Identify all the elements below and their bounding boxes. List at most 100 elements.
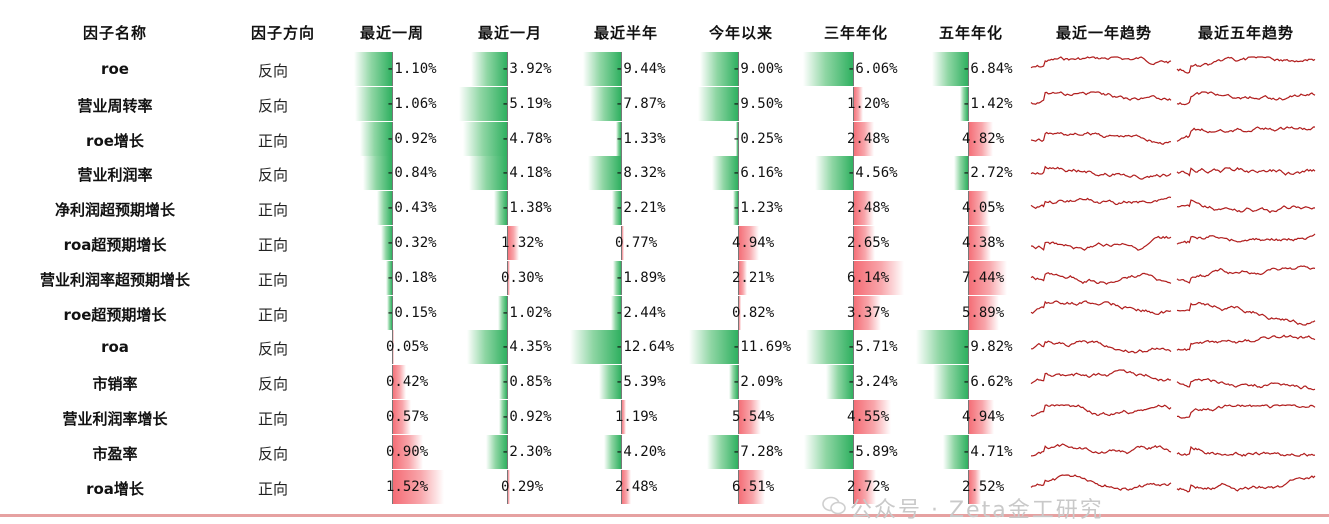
value-label: -4.56%: [847, 165, 898, 182]
value-label: -0.92%: [386, 130, 437, 147]
value-label: -1.10%: [386, 61, 437, 77]
value-bar: [362, 156, 392, 191]
zero-axis: [621, 400, 622, 434]
value-bar: [583, 52, 621, 86]
zero-axis: [968, 260, 969, 295]
value-label: 1.20%: [847, 95, 890, 112]
value-label: 2.48%: [847, 200, 890, 217]
trend-1y-sparkline: [1030, 91, 1172, 105]
value-bar: [712, 156, 738, 191]
zero-axis: [392, 226, 393, 260]
value-label: 0.29%: [501, 478, 544, 495]
value-label: 4.94%: [732, 235, 775, 251]
zero-axis: [738, 400, 739, 434]
zero-axis: [392, 52, 393, 86]
factor-direction: 反向: [257, 340, 288, 359]
trend-1y-sparkline: [1030, 299, 1172, 315]
value-bar: [494, 191, 507, 226]
zero-axis: [507, 469, 508, 504]
zero-axis: [392, 330, 393, 365]
factor-direction: 反向: [257, 444, 288, 463]
zero-axis: [392, 365, 393, 400]
value-bar: [386, 295, 392, 330]
value-bar: [960, 86, 968, 121]
value-bar: [738, 226, 759, 260]
value-bar: [392, 365, 407, 400]
zero-axis: [968, 295, 969, 330]
value-label: -4.18%: [501, 165, 552, 182]
value-bar: [599, 365, 621, 400]
value-label: -0.32%: [386, 235, 437, 251]
zero-axis: [621, 365, 622, 400]
zero-axis: [392, 295, 393, 330]
value-label: -12.64%: [615, 339, 675, 356]
value-bar: [853, 121, 874, 156]
factor-direction: 正向: [257, 131, 288, 150]
factor-name: 净利润超预期增长: [54, 201, 175, 220]
value-bar: [853, 191, 874, 226]
trend-5y-sparkline: [1176, 233, 1316, 245]
value-bar: [853, 260, 904, 295]
zero-axis: [507, 260, 508, 295]
value-label: 4.82%: [962, 130, 1005, 147]
value-bar: [736, 121, 738, 156]
value-label: -0.85%: [501, 374, 552, 391]
trend-5y-sparkline: [1176, 167, 1316, 178]
zero-axis: [968, 365, 969, 400]
factor-direction: 正向: [257, 410, 288, 428]
value-bar: [589, 86, 621, 121]
zero-axis: [621, 86, 622, 121]
value-bar: [507, 226, 519, 260]
wechat-icon: [822, 496, 846, 515]
trend-1y-sparkline: [1030, 404, 1172, 417]
value-bar: [392, 400, 412, 434]
value-bar: [376, 191, 392, 226]
zero-axis: [621, 52, 622, 86]
value-bar: [700, 52, 738, 86]
zero-axis: [738, 156, 739, 191]
value-bar: [698, 86, 738, 121]
value-bar: [968, 121, 994, 156]
zero-axis: [392, 191, 393, 226]
value-label: 5.89%: [962, 304, 1005, 321]
zero-axis: [853, 86, 854, 121]
value-label: 0.82%: [732, 304, 775, 321]
zero-axis: [853, 295, 854, 330]
trend-5y-sparkline: [1176, 301, 1316, 326]
value-label: -2.72%: [962, 165, 1013, 182]
trend-1y-sparkline: [1030, 131, 1171, 145]
zero-axis: [968, 86, 969, 121]
zero-axis: [621, 434, 622, 469]
factor-name: 市盈率: [92, 444, 138, 463]
value-label: 1.19%: [615, 409, 658, 425]
value-bar: [968, 260, 1007, 295]
value-bar: [968, 469, 982, 504]
value-bar: [853, 226, 875, 260]
factor-name: roe: [101, 60, 129, 78]
value-label: 6.51%: [732, 478, 775, 495]
value-bar: [470, 52, 507, 86]
value-bar: [968, 295, 999, 330]
value-label: -4.35%: [501, 339, 552, 356]
value-label: -3.92%: [501, 61, 552, 77]
zero-axis: [968, 191, 969, 226]
zero-axis: [738, 191, 739, 226]
value-label: -6.16%: [732, 165, 783, 182]
zero-axis: [621, 191, 622, 226]
value-bar: [729, 365, 738, 400]
zero-axis: [621, 156, 622, 191]
value-bar: [805, 330, 853, 365]
value-label: -2.30%: [501, 443, 552, 460]
value-label: 2.21%: [732, 269, 775, 286]
zero-axis: [738, 260, 739, 295]
value-bar: [915, 330, 968, 365]
value-label: 2.72%: [847, 478, 890, 495]
zero-axis: [738, 226, 739, 260]
value-bar: [853, 86, 863, 121]
zero-axis: [507, 226, 508, 260]
factor-name: 市销率: [92, 375, 138, 394]
zero-axis: [507, 400, 508, 434]
trend-5y-sparkline: [1176, 56, 1316, 74]
zero-axis: [507, 156, 508, 191]
value-label: -1.06%: [386, 95, 437, 112]
